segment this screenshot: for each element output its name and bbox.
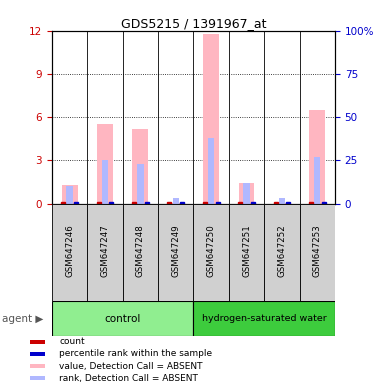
Text: GSM647252: GSM647252 [277,224,286,277]
Bar [123,204,158,301]
Title: GDS5215 / 1391967_at: GDS5215 / 1391967_at [121,17,266,30]
Bar [67,186,73,204]
Bar [193,301,335,336]
Bar [30,364,45,368]
Bar [87,204,123,301]
Text: GSM647249: GSM647249 [171,224,180,277]
Bar [229,204,264,301]
Text: GSM647250: GSM647250 [207,224,216,277]
Bar [172,199,179,204]
Text: rank, Detection Call = ABSENT: rank, Detection Call = ABSENT [59,374,198,382]
Bar [52,301,193,336]
Text: GSM647248: GSM647248 [136,224,145,277]
Bar [30,340,45,344]
Bar [203,33,219,204]
Bar [62,185,78,204]
Text: count: count [59,338,85,346]
Bar [300,204,335,301]
Bar [137,164,144,204]
Text: agent ▶: agent ▶ [2,314,43,324]
Bar [243,183,250,204]
Text: value, Detection Call = ABSENT: value, Detection Call = ABSENT [59,361,203,371]
Bar [52,204,87,301]
Bar [158,204,193,301]
Bar [102,161,108,204]
Text: GSM647247: GSM647247 [100,224,110,277]
Text: GSM647251: GSM647251 [242,224,251,277]
Bar [279,199,285,204]
Text: GSM647246: GSM647246 [65,224,74,277]
Bar [30,376,45,380]
Bar [168,203,184,204]
Bar [30,353,45,356]
Bar [97,124,113,204]
Text: control: control [105,314,141,324]
Text: percentile rank within the sample: percentile rank within the sample [59,349,213,359]
Text: hydrogen-saturated water: hydrogen-saturated water [202,314,326,323]
Text: GSM647253: GSM647253 [313,224,322,277]
Bar [314,157,320,204]
Bar [193,204,229,301]
Bar [274,203,290,204]
Bar [309,110,325,204]
Bar [132,129,148,204]
Bar [264,204,300,301]
Bar [239,184,254,204]
Bar [208,138,214,204]
